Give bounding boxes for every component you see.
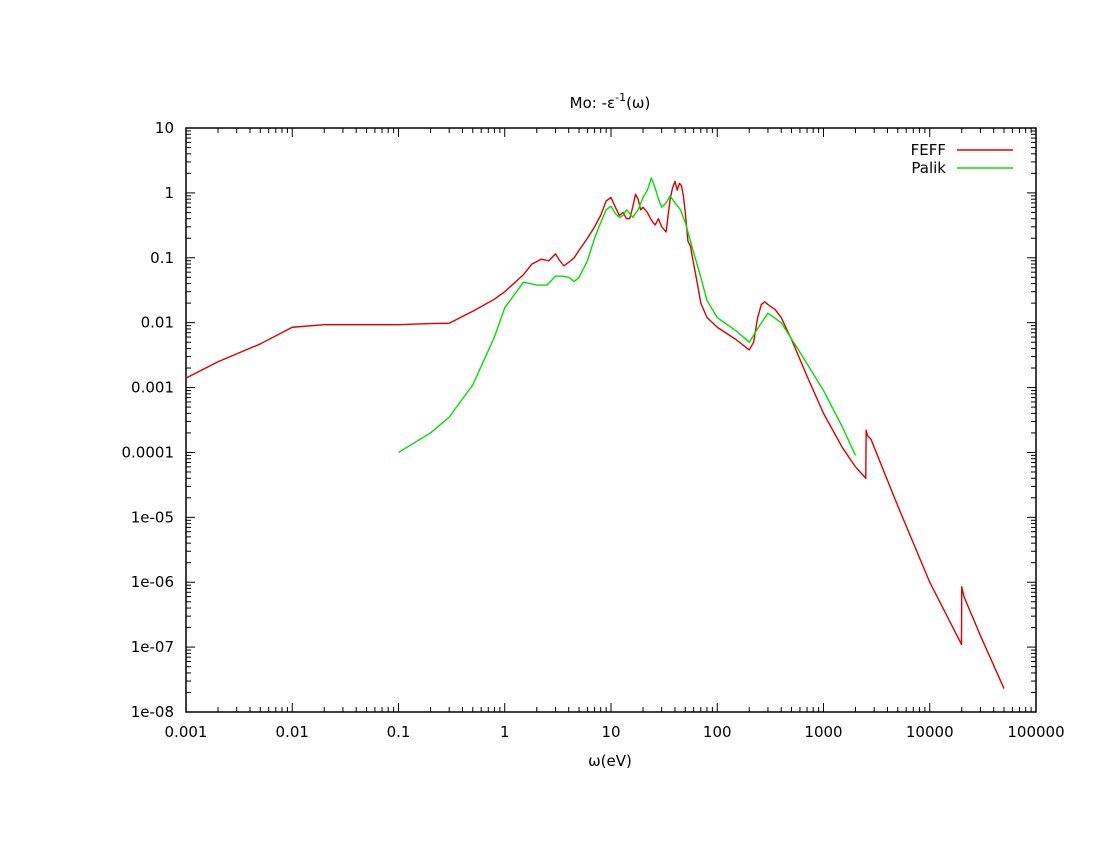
x-axis-label: ω(eV) bbox=[588, 752, 632, 770]
chart-title-superscript: -1 bbox=[615, 91, 626, 104]
y-tick-label: 0.1 bbox=[150, 249, 174, 267]
x-tick-label: 100000 bbox=[1007, 723, 1064, 741]
x-tick-label: 0.01 bbox=[276, 723, 309, 741]
y-tick-label: 10 bbox=[155, 119, 174, 137]
y-tick-label: 1e-07 bbox=[131, 638, 174, 656]
plot-area-frame bbox=[185, 127, 1037, 713]
x-tick-label: 10000 bbox=[906, 723, 954, 741]
chart-title-suffix: (ω) bbox=[626, 94, 650, 112]
x-tick-label: 1000 bbox=[804, 723, 842, 741]
y-tick-label: 1e-05 bbox=[131, 508, 174, 526]
y-tick-label: 1e-08 bbox=[131, 703, 174, 721]
chart-title: Mo: -ε-1(ω) bbox=[570, 91, 651, 112]
x-tick-label: 1 bbox=[500, 723, 510, 741]
x-tick-label: 0.001 bbox=[165, 723, 208, 741]
y-tick-label: 0.0001 bbox=[122, 443, 175, 461]
data-lines bbox=[185, 177, 1005, 689]
x-tick-label: 0.1 bbox=[387, 723, 411, 741]
series-line-palik bbox=[398, 177, 857, 456]
legend-label-palik: Palik bbox=[911, 159, 946, 177]
y-tick-label: 0.001 bbox=[131, 379, 174, 397]
y-tick-label: 1e-06 bbox=[131, 573, 174, 591]
series-line-feff bbox=[185, 180, 1005, 689]
axis-ticks: 0.001 0.01 0.1 1 10 100 1000 10000 100000 1e-08 1e… bbox=[122, 119, 1065, 741]
chart-title-prefix: Mo: -ε bbox=[570, 94, 615, 112]
y-tick-label: 1 bbox=[164, 184, 174, 202]
x-tick-label: 100 bbox=[703, 723, 732, 741]
y-tick-label: 0.01 bbox=[141, 314, 174, 332]
legend-label-feff: FEFF bbox=[911, 141, 946, 159]
x-tick-label: 10 bbox=[601, 723, 620, 741]
